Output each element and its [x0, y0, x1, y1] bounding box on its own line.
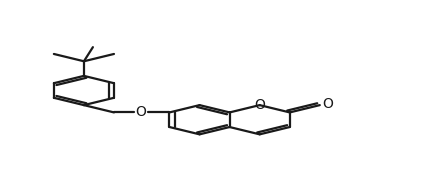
Text: O: O [322, 97, 333, 111]
Text: O: O [135, 105, 147, 119]
Text: O: O [254, 98, 265, 112]
